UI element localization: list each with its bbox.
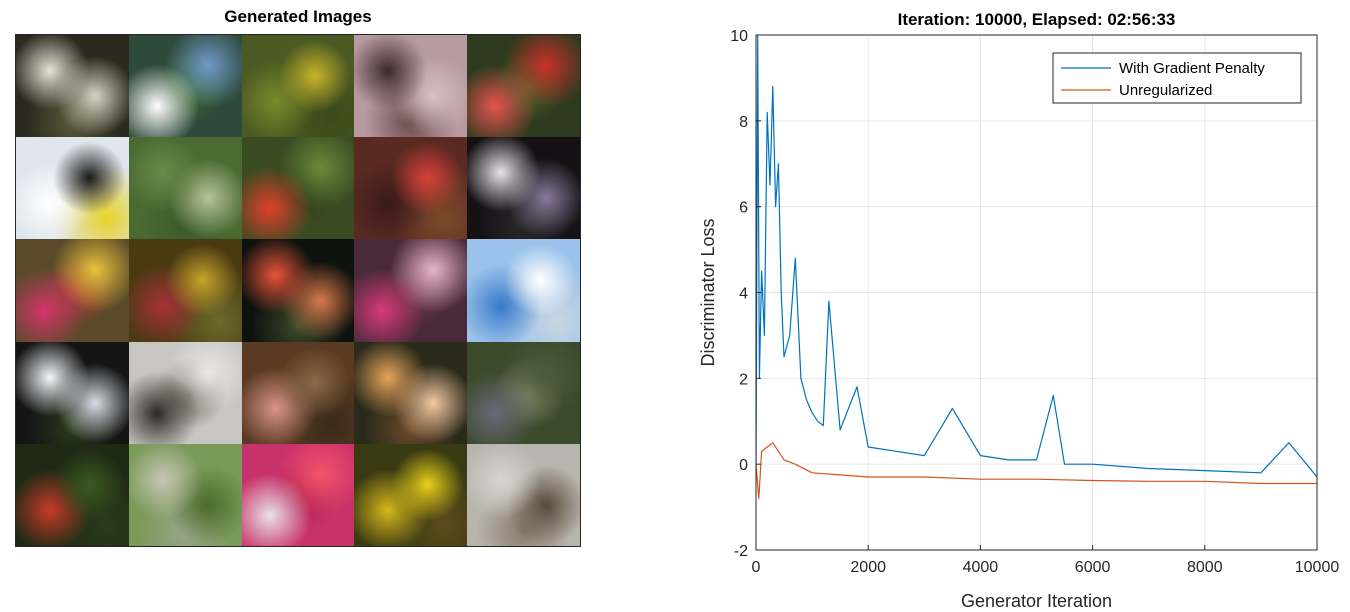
generated-image-tile xyxy=(128,137,242,240)
generated-image-tile xyxy=(128,341,242,444)
generated-image-tile xyxy=(128,443,242,546)
y-tick-label: 4 xyxy=(739,286,748,303)
series-line-with-gradient-penalty xyxy=(756,35,1317,478)
x-axis-label: Generator Iteration xyxy=(961,591,1112,611)
legend: With Gradient Penalty Unregularized xyxy=(1052,52,1302,104)
generated-image-tile xyxy=(354,137,468,240)
generated-image-tile xyxy=(16,341,129,444)
x-tick-label: 8000 xyxy=(1187,559,1223,576)
generated-image-tile xyxy=(354,443,468,546)
generated-image-tile xyxy=(354,239,468,342)
y-tick-label: 2 xyxy=(739,371,748,388)
generated-image-tile xyxy=(16,443,129,546)
generated-image-tile xyxy=(467,137,580,240)
y-tick-label: 8 xyxy=(739,114,748,131)
chart-title: Iteration: 10000, Elapsed: 02:56:33 xyxy=(898,10,1176,29)
y-axis-label: Discriminator Loss xyxy=(698,218,718,366)
x-tick-label: 4000 xyxy=(963,559,999,576)
generated-image-tile xyxy=(467,443,580,546)
generated-image-tile xyxy=(241,341,355,444)
generated-image-tile xyxy=(16,137,129,240)
y-tick-label: 10 xyxy=(730,28,748,45)
generated-images-grid xyxy=(15,34,581,547)
generated-image-tile xyxy=(241,137,355,240)
generated-image-tile xyxy=(354,341,468,444)
generated-image-tile xyxy=(467,239,580,342)
y-tick-label: -2 xyxy=(734,543,748,560)
y-tick-label: 6 xyxy=(739,200,748,217)
legend-entry: Unregularized xyxy=(1119,82,1212,99)
series-layer xyxy=(756,35,1317,500)
generated-image-tile xyxy=(241,239,355,342)
series-line-unregularized xyxy=(756,442,1317,500)
legend-box xyxy=(1052,52,1302,104)
y-tick-label: 0 xyxy=(739,457,748,474)
generated-image-tile xyxy=(16,35,129,138)
generated-image-tile xyxy=(16,239,129,342)
legend-entry: With Gradient Penalty xyxy=(1119,60,1265,77)
generated-image-tile xyxy=(128,35,242,138)
generated-image-tile xyxy=(128,239,242,342)
generated-image-tile xyxy=(467,35,580,138)
generated-image-tile xyxy=(467,341,580,444)
x-tick-label: 0 xyxy=(752,559,761,576)
generated-image-tile xyxy=(354,35,468,138)
generated-images-title: Generated Images xyxy=(224,7,372,26)
generated-image-tile xyxy=(241,443,355,546)
x-tick-label: 10000 xyxy=(1295,559,1340,576)
x-tick-label: 2000 xyxy=(850,559,886,576)
x-tick-label: 6000 xyxy=(1075,559,1111,576)
generated-image-tile xyxy=(241,35,355,138)
